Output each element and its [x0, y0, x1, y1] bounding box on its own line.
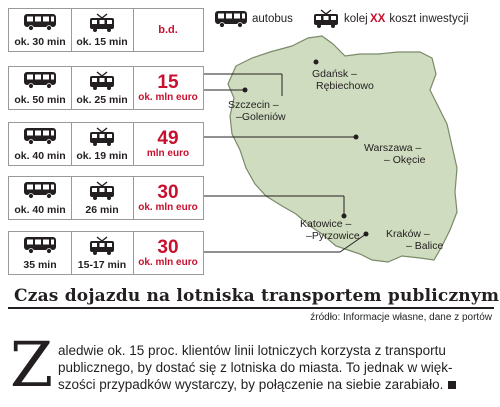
article-line-1: aledwie ok. 15 proc. klientów linii lotn… [58, 343, 446, 358]
rail-cell: ok. 15 min [71, 9, 134, 51]
rail-time: 26 min [85, 204, 119, 216]
bus-time: ok. 40 min [14, 204, 66, 216]
cost-cell: 15 ok. mln euro [133, 67, 203, 109]
legend-rail-label: kolej [344, 13, 368, 25]
cost-unit: mln euro [146, 148, 190, 159]
airport-dot-gdansk [313, 59, 319, 65]
airport-dot-szczecin [242, 87, 248, 93]
city-label-warszawa: Warszawa – – Okęcie [364, 142, 425, 166]
legend-cost-symbol: XX [370, 13, 386, 25]
train-icon [90, 127, 114, 146]
rail-time: ok. 19 min [76, 150, 128, 162]
city-name: Gdańsk – [312, 68, 357, 80]
bus-time: 35 min [23, 259, 57, 271]
cost-block: 15 ok. mln euro [133, 67, 203, 109]
city-label-katowice: Katowice – –Pyrzowice [300, 218, 360, 242]
city-name: Katowice – [300, 218, 352, 230]
rail-cell: 26 min [71, 177, 134, 219]
cost-value: 30 [157, 182, 179, 203]
cost-unit: ok. mln euro [138, 92, 198, 103]
poland-map [204, 35, 458, 263]
article-dropcap: Z [10, 328, 54, 401]
train-icon [90, 71, 114, 90]
route-row-szczecin: ok. 50 min ok. 25 min 15 ok. mln euro [8, 66, 204, 110]
bus-cell: ok. 40 min [9, 177, 72, 219]
city-name: Warszawa – [364, 142, 422, 154]
route-row-krakow: 35 min 15-17 min 30 ok. mln euro [8, 231, 204, 275]
cost-cell: b.d. [133, 9, 203, 51]
route-row-katowice: ok. 40 min 26 min 30 ok. mln euro [8, 176, 204, 220]
cost-cell: 30 ok. mln euro [133, 177, 203, 219]
title-divider [8, 307, 494, 309]
airport-name: Rębiechowo [316, 80, 374, 92]
city-name: Kraków – [386, 228, 430, 240]
rail-cell: ok. 25 min [71, 67, 134, 109]
article-line-2: publicznego, by dostać się z lotniska do… [58, 360, 453, 375]
cost-block: 49 mln euro [133, 123, 203, 165]
bus-icon [24, 128, 56, 145]
train-icon [90, 181, 114, 200]
legend-cost: XX koszt inwestycji [370, 8, 469, 30]
cost-unit: ok. mln euro [138, 202, 198, 213]
bus-time: ok. 40 min [14, 150, 66, 162]
city-name: Szczecin – [228, 99, 279, 111]
article-line-3: szości przypadków wystarczy, by połączen… [58, 376, 457, 393]
cost-cell: 30 ok. mln euro [133, 232, 203, 274]
legend-bus: autobus [214, 8, 293, 30]
rail-time: ok. 25 min [76, 94, 128, 106]
cost-value: 15 [157, 72, 179, 93]
bus-cell: 35 min [9, 232, 72, 274]
rail-time: ok. 15 min [76, 36, 128, 48]
airport-name: –Goleniów [236, 111, 286, 123]
train-icon [90, 13, 114, 32]
train-icon [90, 236, 114, 255]
route-row-gdansk: ok. 30 min ok. 15 min b.d. [8, 8, 204, 52]
bus-icon [24, 237, 56, 254]
airport-name: – Okęcie [384, 154, 426, 166]
bus-time: ok. 30 min [14, 36, 66, 48]
end-mark-icon [448, 381, 457, 389]
article-line-3-text: szości przypadków wystarczy, by połączen… [58, 377, 444, 392]
bus-icon [24, 72, 56, 89]
cost-block: 30 ok. mln euro [133, 177, 203, 219]
source-note: źródło: Informacje własne, dane z portów [310, 312, 492, 323]
cost-unit: ok. mln euro [138, 257, 198, 268]
bus-cell: ok. 30 min [9, 9, 72, 51]
bus-time: ok. 50 min [14, 94, 66, 106]
airport-dot-warszawa [353, 134, 359, 140]
airport-name: –Pyrzowice [306, 230, 360, 242]
cost-cell: 49 mln euro [133, 123, 203, 165]
city-label-krakow: Kraków – – Balice [386, 228, 443, 252]
train-icon [314, 9, 338, 28]
city-label-szczecin: Szczecin – –Goleniów [228, 99, 286, 123]
cost-value: 49 [157, 128, 179, 149]
connector-krakow-v [339, 233, 367, 253]
infographic-title: Czas dojazdu na lotniska transportem pub… [14, 286, 500, 306]
bus-icon [24, 182, 56, 199]
route-row-warszawa: ok. 40 min ok. 19 min 49 mln euro [8, 122, 204, 166]
airport-dot-krakow [363, 231, 369, 237]
poland-outline [227, 35, 458, 263]
airport-name: – Balice [406, 240, 444, 252]
city-label-gdansk: Gdańsk – Rębiechowo [312, 68, 374, 92]
legend-bus-label: autobus [252, 13, 293, 25]
bus-icon [215, 11, 247, 28]
cost-text: b.d. [158, 23, 178, 36]
rail-time: 15-17 min [77, 259, 127, 271]
legend-cost-label: koszt inwestycji [389, 13, 469, 25]
cost-block: 30 ok. mln euro [133, 232, 203, 274]
bus-cell: ok. 40 min [9, 123, 72, 165]
airport-dot-katowice [341, 213, 347, 219]
rail-cell: 15-17 min [71, 232, 134, 274]
rail-cell: ok. 19 min [71, 123, 134, 165]
bus-cell: ok. 50 min [9, 67, 72, 109]
bus-icon [24, 14, 56, 31]
legend-rail: kolej [312, 8, 368, 30]
cost-value: 30 [157, 237, 179, 258]
